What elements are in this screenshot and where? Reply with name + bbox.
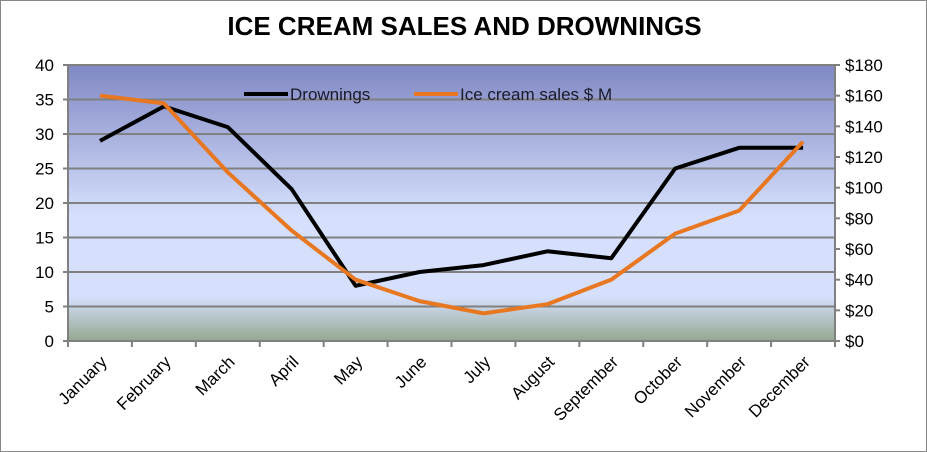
x-tick-label: October — [630, 352, 686, 408]
x-tick-label: February — [113, 352, 175, 414]
x-tick-label: January — [55, 352, 112, 409]
x-tick-label: July — [459, 352, 494, 387]
y-right-tick-label: $60 — [845, 240, 873, 259]
y-left-tick-label: 30 — [35, 125, 54, 144]
legend-label: Drownings — [290, 85, 370, 104]
x-tick-label: March — [192, 352, 239, 399]
y-right-tick-label: $180 — [845, 56, 883, 75]
y-left-tick-label: 5 — [45, 298, 54, 317]
x-tick-label: September — [550, 352, 622, 424]
y-right-tick-label: $0 — [845, 332, 864, 351]
y-left-tick-label: 25 — [35, 160, 54, 179]
x-tick-label: November — [681, 352, 750, 421]
x-tick-label: December — [745, 352, 814, 421]
x-tick-label: June — [391, 352, 431, 392]
y-left-tick-label: 15 — [35, 229, 54, 248]
y-left-tick-label: 10 — [35, 263, 54, 282]
x-tick-label: May — [330, 352, 366, 388]
y-right-tick-label: $20 — [845, 301, 873, 320]
y-right-tick-label: $80 — [845, 209, 873, 228]
chart-title: ICE CREAM SALES AND DROWNINGS — [227, 11, 702, 41]
y-right-tick-label: $160 — [845, 87, 883, 106]
y-right-tick-label: $140 — [845, 117, 883, 136]
y-right-tick-label: $40 — [845, 271, 873, 290]
series-line-1 — [99, 93, 805, 316]
series-line-0 — [99, 104, 804, 288]
y-right-tick-label: $100 — [845, 179, 883, 198]
y-left-tick-label: 20 — [35, 194, 54, 213]
legend-label: Ice cream sales $ M — [460, 85, 612, 104]
y-left-tick-label: 40 — [35, 56, 54, 75]
x-tick-label: April — [265, 352, 302, 389]
y-left-tick-label: 35 — [35, 91, 54, 110]
x-tick-label: August — [507, 352, 558, 403]
y-right-tick-label: $120 — [845, 148, 883, 167]
y-left-tick-label: 0 — [45, 332, 54, 351]
